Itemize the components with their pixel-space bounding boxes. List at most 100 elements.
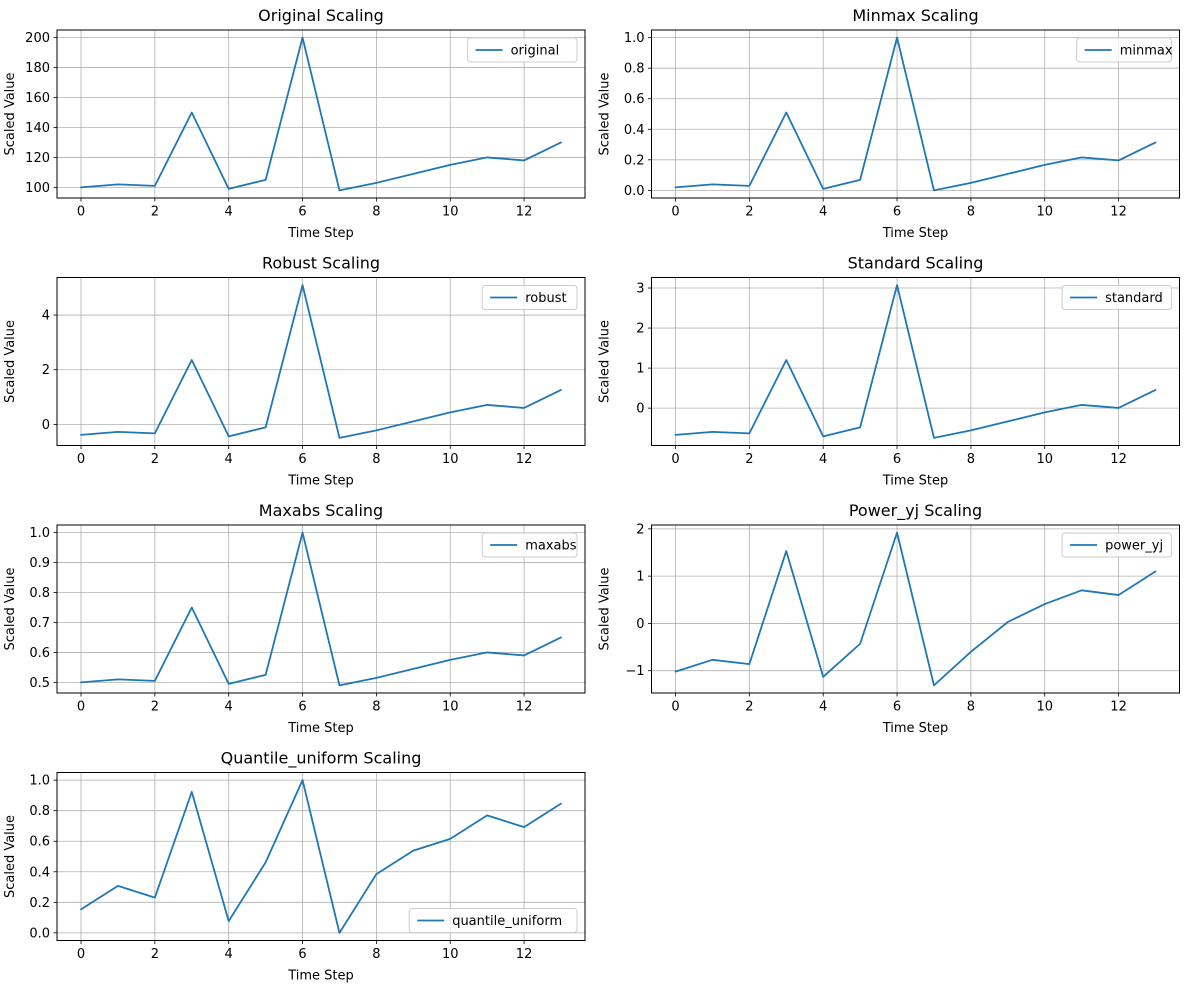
x-axis-label: Time Step <box>882 721 949 736</box>
legend-label: quantile_uniform <box>452 914 562 929</box>
y-tick-label: 1.0 <box>29 526 50 541</box>
subplot-title: Original Scaling <box>258 6 384 25</box>
x-tick-label: 10 <box>1036 700 1053 715</box>
subplot-title: Robust Scaling <box>262 254 380 273</box>
legend-box <box>1061 532 1173 558</box>
x-tick-label: 6 <box>893 700 901 715</box>
x-tick-label: 4 <box>819 205 827 220</box>
x-tick-label: 2 <box>151 700 159 715</box>
x-tick-label: 4 <box>819 700 827 715</box>
subplot-original: 0 2 4 6 8 10 12 100 120 140 160 180 200 Original Scal… <box>3 6 586 241</box>
y-tick-label: −1 <box>625 664 644 679</box>
legend-label: minmax <box>1120 44 1173 59</box>
x-axis-label: Time Step <box>287 969 354 984</box>
x-axis-label: Time Step <box>882 474 949 489</box>
y-tick-label: 0.8 <box>29 586 50 601</box>
y-tick-label: 0.4 <box>624 123 645 138</box>
legend-box <box>481 285 578 310</box>
y-tick-label: 0.2 <box>624 153 645 168</box>
legend: power_yj <box>1061 532 1173 558</box>
x-tick-label: 10 <box>442 452 459 467</box>
x-tick-label: 12 <box>1110 452 1127 467</box>
y-axis-label: Scaled Value <box>3 320 18 403</box>
x-tick-label: 0 <box>77 947 85 962</box>
legend-label: standard <box>1105 291 1163 306</box>
legend: standard <box>1061 285 1173 310</box>
legend-label: original <box>511 44 560 59</box>
axes-frame <box>56 524 586 694</box>
x-tick-label: 0 <box>671 205 679 220</box>
legend-label: maxabs <box>525 539 577 554</box>
y-tick-label: 100 <box>25 181 50 196</box>
x-tick-label: 4 <box>225 452 233 467</box>
x-tick-label: 12 <box>516 452 533 467</box>
subplot-title: Standard Scaling <box>848 254 984 273</box>
grid-lines <box>651 525 1180 693</box>
grid-lines <box>57 525 585 693</box>
data-line-original <box>80 36 562 192</box>
tick-labels: 0 2 4 6 8 10 12 100 120 140 160 180 200 <box>25 31 532 219</box>
subplot-robust: 0 2 4 6 8 10 12 0 2 4 Robust Scaling Time Step Scale… <box>3 254 586 489</box>
x-tick-label: 0 <box>77 452 85 467</box>
y-tick-label: 0.0 <box>624 184 645 199</box>
subplot-title: Minmax Scaling <box>852 6 978 25</box>
axes-frame <box>651 29 1180 199</box>
x-tick-label: 6 <box>298 452 306 467</box>
tick-labels: 0 2 4 6 8 10 12 0.0 0.2 0.4 0.6 0.8 1.0 <box>624 31 1127 219</box>
x-tick-label: 6 <box>298 947 306 962</box>
y-tick-label: 0.2 <box>29 896 50 911</box>
x-tick-label: 2 <box>151 452 159 467</box>
legend-box <box>1076 37 1173 63</box>
grid-lines <box>57 277 585 446</box>
data-line-maxabs <box>80 531 562 687</box>
data-line-minmax <box>674 36 1157 192</box>
y-tick-label: 2 <box>42 363 50 378</box>
axes-frame <box>56 772 586 941</box>
x-tick-label: 10 <box>1036 452 1053 467</box>
y-tick-label: 4 <box>42 309 50 324</box>
y-axis-label: Scaled Value <box>598 72 613 155</box>
x-tick-label: 0 <box>77 205 85 220</box>
tick-labels: 0 2 4 6 8 10 12 0.0 0.2 0.4 0.6 0.8 1.0 <box>29 774 532 962</box>
x-tick-label: 8 <box>372 700 380 715</box>
subplot-title: Power_yj Scaling <box>849 501 982 521</box>
x-tick-label: 2 <box>745 452 753 467</box>
y-tick-label: 0.8 <box>29 804 50 819</box>
tick-labels: 0 2 4 6 8 10 12 0.5 0.6 0.7 0.8 0.9 1.0 <box>29 526 532 714</box>
x-tick-label: 4 <box>819 452 827 467</box>
y-tick-label: 0.6 <box>29 646 50 661</box>
y-tick-label: 0.5 <box>29 676 50 691</box>
y-tick-label: 1 <box>636 570 644 585</box>
legend: original <box>467 37 578 63</box>
y-tick-label: 140 <box>25 121 50 136</box>
subplot-maxabs: 0 2 4 6 8 10 12 0.5 0.6 0.7 0.8 0.9 1.0 Maxabs Scalin… <box>3 501 586 736</box>
x-tick-label: 4 <box>225 205 233 220</box>
data-line-quantile-uniform <box>80 779 562 934</box>
x-tick-label: 6 <box>893 452 901 467</box>
x-tick-label: 8 <box>967 700 975 715</box>
x-tick-label: 10 <box>1036 205 1053 220</box>
x-tick-label: 4 <box>225 700 233 715</box>
subplot-quantile-uniform: 0 2 4 6 8 10 12 0.0 0.2 0.4 0.6 0.8 1.0 Quantile_unif… <box>3 749 586 984</box>
y-axis-label: Scaled Value <box>3 72 18 155</box>
y-tick-label: 2 <box>636 322 644 337</box>
y-tick-label: 0.9 <box>29 556 50 571</box>
x-tick-label: 2 <box>745 700 753 715</box>
axes-frame <box>651 524 1180 694</box>
y-axis-label: Scaled Value <box>3 815 18 898</box>
legend: quantile_uniform <box>408 908 578 933</box>
x-tick-label: 8 <box>967 205 975 220</box>
y-tick-label: 0.4 <box>29 865 50 880</box>
y-tick-label: 0.0 <box>29 926 50 941</box>
x-tick-label: 6 <box>893 205 901 220</box>
y-tick-label: 200 <box>25 31 50 46</box>
x-tick-label: 10 <box>442 205 459 220</box>
legend-box <box>408 908 578 933</box>
subplot-minmax: 0 2 4 6 8 10 12 0.0 0.2 0.4 0.6 0.8 1.0 Minmax Scalin… <box>598 6 1180 241</box>
x-axis-label: Time Step <box>287 474 354 489</box>
axes-frame <box>56 29 586 199</box>
y-tick-label: 180 <box>25 61 50 76</box>
